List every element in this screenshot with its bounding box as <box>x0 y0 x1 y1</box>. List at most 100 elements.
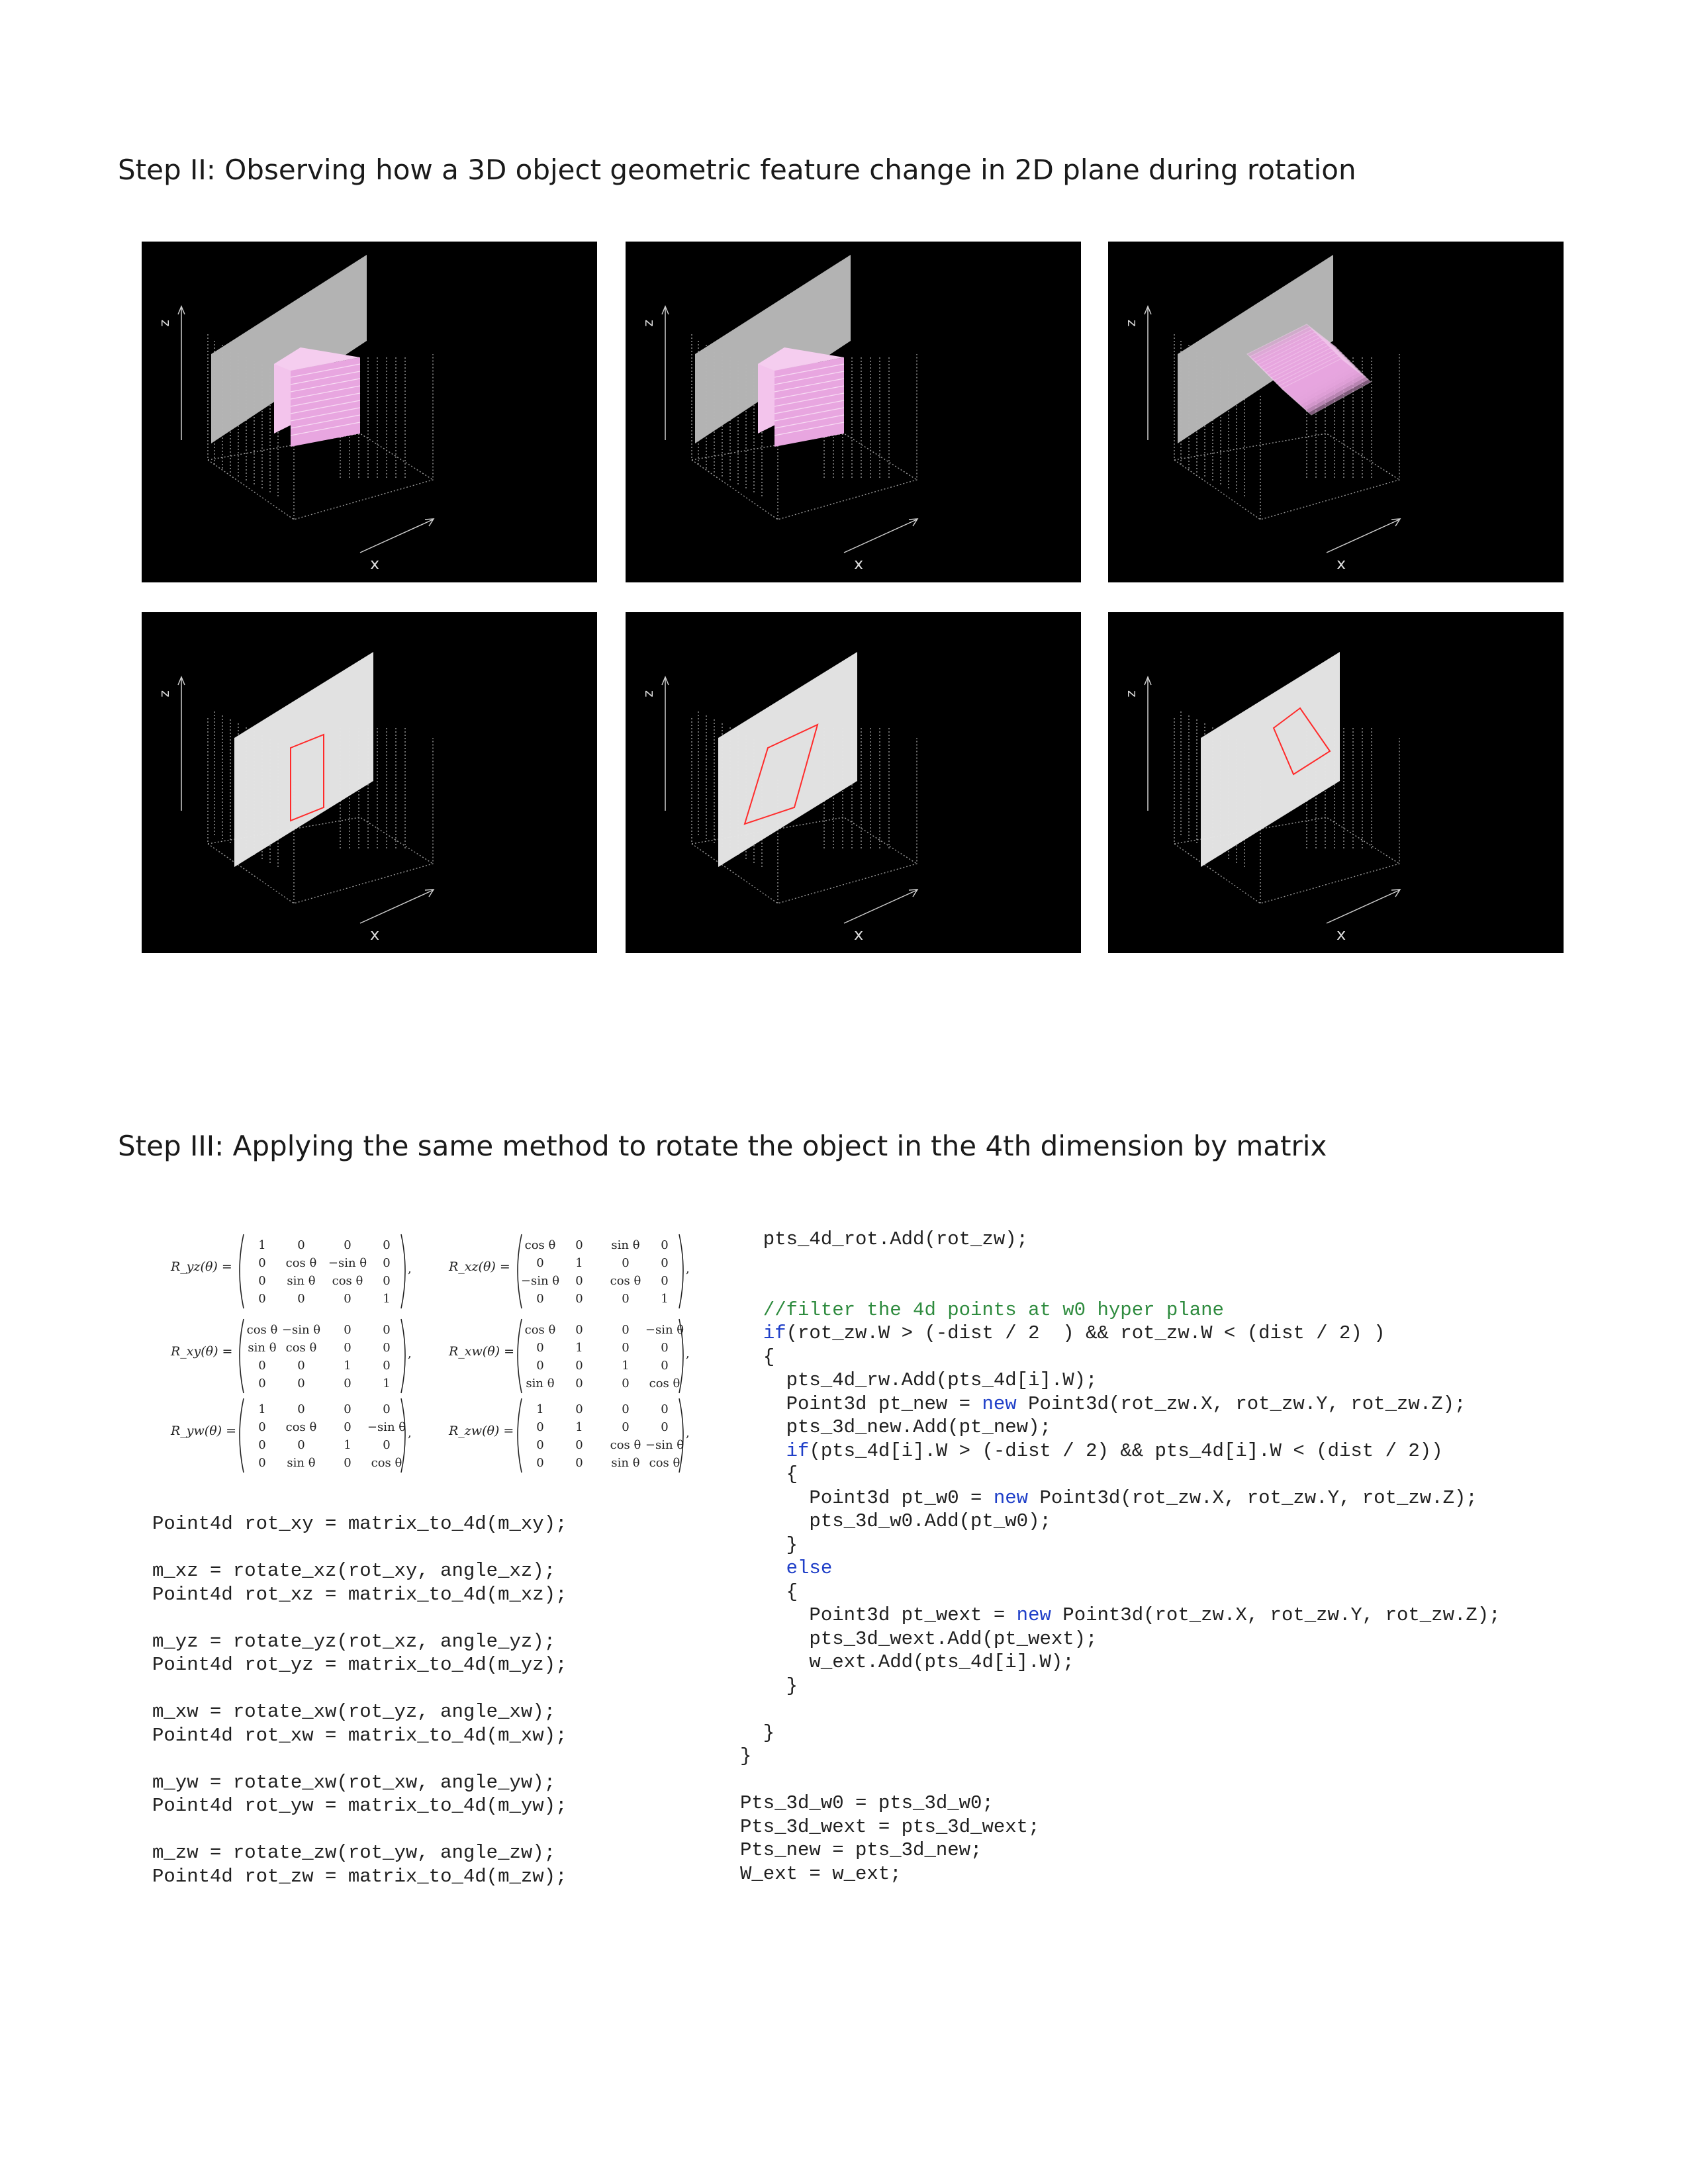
z-axis-label: z <box>642 320 658 327</box>
matrix-cell: sin θ <box>611 1238 639 1252</box>
matrix-cell: cos θ <box>371 1456 402 1470</box>
code-line <box>740 1698 1501 1721</box>
code-line: Point4d rot_xy = matrix_to_4d(m_xy); <box>152 1513 567 1535</box>
z-axis-label: z <box>1125 320 1141 327</box>
code-line: Point3d pt_new = new Point3d(rot_zw.X, r… <box>740 1392 1466 1415</box>
matrix-cell: 0 <box>622 1323 629 1337</box>
matrix-cell: 0 <box>661 1238 668 1252</box>
matrix-cell: 0 <box>258 1292 265 1306</box>
code-line: if(rot_zw.W > (-dist / 2 ) && rot_zw.W <… <box>763 1322 1385 1344</box>
z-axis <box>1144 676 1152 811</box>
matrix-cell: 0 <box>297 1438 305 1452</box>
matrix-cell: 0 <box>383 1438 390 1452</box>
z-axis-label: z <box>1125 690 1141 698</box>
code-line: pts_4d_rw.Add(pts_4d[i].W); <box>740 1369 1098 1391</box>
matrix-cell: 0 <box>258 1256 265 1270</box>
matrix-cell: 0 <box>622 1402 629 1416</box>
z-axis-label: z <box>158 320 174 327</box>
matrix-cell: 0 <box>622 1292 629 1306</box>
matrix-cell: cos θ <box>286 1420 317 1434</box>
matrix-cell: 0 <box>383 1256 390 1270</box>
matrix-cell: 0 <box>622 1377 629 1390</box>
z-axis <box>661 676 669 811</box>
code-line: Pts_new = pts_3d_new; <box>740 1839 982 1861</box>
rotation-matrix: R_zw(θ) = 1 0 0 0 0 1 0 0 0 0 cos θ −sin θ 0 0 sin θ cos… <box>448 1398 690 1473</box>
matrix-cell: 0 <box>297 1377 305 1390</box>
x-axis-label: x <box>854 555 863 573</box>
matrix-cell: 0 <box>536 1292 543 1306</box>
matrix-cell: sin θ <box>287 1456 315 1470</box>
code-line: pts_3d_wext.Add(pt_wext); <box>740 1627 1098 1650</box>
matrix-cell: cos θ <box>649 1377 680 1390</box>
matrix-cell: 1 <box>344 1438 351 1452</box>
matrix-cell: 0 <box>661 1359 668 1373</box>
slicing-plane <box>1201 652 1340 867</box>
right-bracket <box>679 1398 684 1473</box>
cross-section-outline <box>290 733 324 822</box>
code-line <box>152 1677 567 1701</box>
matrix-label: R_xw(θ) = <box>448 1344 514 1359</box>
matrix-cell: 1 <box>575 1341 583 1355</box>
code-block-filter: pts_4d_rot.Add(rot_zw); //filter the 4d … <box>740 1228 1501 1886</box>
left-bracket <box>517 1398 522 1473</box>
step3-heading: Step III: Applying the same method to ro… <box>118 1130 1327 1162</box>
matrix-cell: 1 <box>661 1292 668 1306</box>
right-bracket <box>679 1234 684 1309</box>
matrix-cell: 0 <box>661 1402 668 1416</box>
code-block-rotation: Point4d rot_xy = matrix_to_4d(m_xy); m_x… <box>152 1512 567 1888</box>
matrix-cell: 0 <box>575 1238 583 1252</box>
matrix-label: R_xz(θ) = <box>448 1259 510 1274</box>
code-line: } <box>740 1533 798 1556</box>
matrix-cell: 0 <box>575 1323 583 1337</box>
matrix-cell: −sin θ <box>645 1438 684 1452</box>
matrix-label: R_zw(θ) = <box>448 1424 514 1438</box>
voxel-cube <box>274 347 361 447</box>
voxel-cube <box>1246 324 1372 416</box>
code-line: Point4d rot_yw = matrix_to_4d(m_yw); <box>152 1795 567 1817</box>
code-line <box>152 1747 567 1771</box>
matrix-separator: , <box>686 1262 690 1276</box>
matrix-cell: cos θ <box>286 1341 317 1355</box>
slicing-plane <box>211 255 367 443</box>
matrix-cell: cos θ <box>247 1323 278 1337</box>
matrix-cell: 0 <box>297 1292 305 1306</box>
x-axis <box>359 889 435 924</box>
matrix-cell: 0 <box>661 1420 668 1434</box>
z-axis <box>177 676 185 811</box>
matrix-cell: 0 <box>575 1292 583 1306</box>
matrix-cell: 0 <box>297 1359 305 1373</box>
matrix-cell: 0 <box>297 1238 305 1252</box>
code-line: w_ext.Add(pts_4d[i].W); <box>740 1651 1074 1673</box>
matrix-separator: , <box>408 1347 412 1361</box>
matrix-cell: cos θ <box>610 1274 641 1288</box>
matrix-cell: 0 <box>258 1274 265 1288</box>
matrix-cell: −sin θ <box>645 1323 684 1337</box>
matrix-cell: 0 <box>661 1274 668 1288</box>
matrix-cell: 0 <box>622 1256 629 1270</box>
x-axis <box>1326 518 1401 553</box>
slicing-plane <box>695 255 851 443</box>
code-line <box>740 1251 1501 1275</box>
matrix-cell: 1 <box>383 1292 390 1306</box>
code-line <box>740 1275 1501 1298</box>
matrix-cell: 0 <box>344 1377 351 1390</box>
right-bracket <box>400 1318 406 1394</box>
matrix-cell: 0 <box>575 1456 583 1470</box>
code-line: m_yz = rotate_yz(rot_xz, angle_yz); <box>152 1630 556 1653</box>
matrix-separator: , <box>686 1426 690 1440</box>
x-axis-label: x <box>370 925 379 944</box>
code-line: m_xw = rotate_xw(rot_yz, angle_xw); <box>152 1701 556 1723</box>
code-line: else <box>786 1557 833 1579</box>
matrix-cell: 0 <box>258 1438 265 1452</box>
matrix-cell: 0 <box>344 1402 351 1416</box>
matrix-cell: 0 <box>344 1341 351 1355</box>
matrix-cell: 1 <box>258 1238 265 1252</box>
code-line <box>152 1536 567 1560</box>
rotation-matrix: R_yw(θ) = 1 0 0 0 0 cos θ 0 −sin θ 0 0 1 0 0 sin θ 0 cos… <box>170 1398 412 1473</box>
matrix-cell: 0 <box>661 1341 668 1355</box>
